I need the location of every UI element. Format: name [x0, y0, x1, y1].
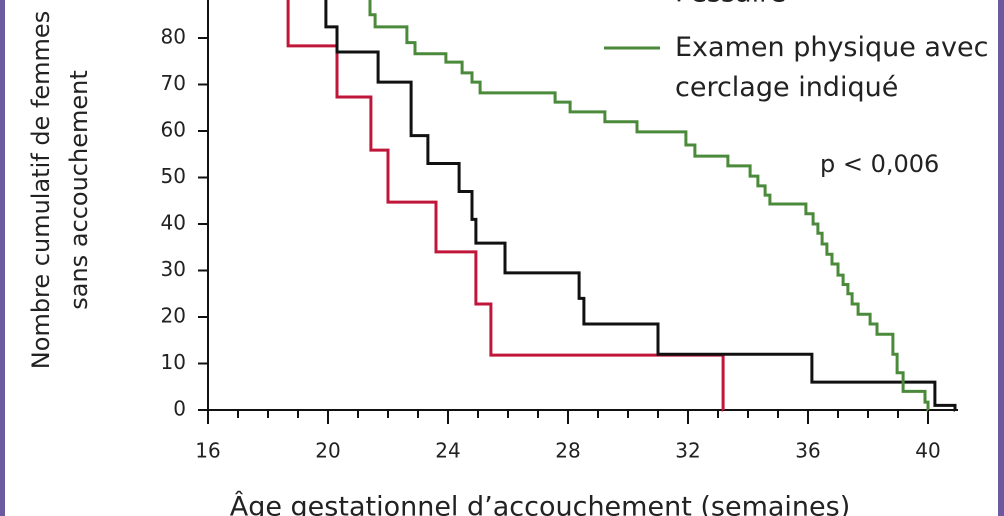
- y-tick-label: 20: [161, 304, 186, 328]
- legend-label: Examen physique avec cerclage indiqué: [675, 32, 989, 103]
- y-axis-label: sans accouchement: [65, 70, 93, 309]
- y-tick-label: 70: [161, 71, 186, 95]
- x-tick-label: 20: [315, 439, 340, 463]
- x-tick-label: 40: [915, 439, 940, 463]
- x-tick-label: 32: [675, 439, 700, 463]
- survival-line: [368, 0, 930, 412]
- survival-line: [286, 0, 725, 412]
- survival-line: [324, 0, 957, 412]
- y-tick-label: 80: [161, 25, 186, 49]
- x-tick-label: 16: [195, 439, 220, 463]
- x-tick-label: 24: [435, 439, 460, 463]
- x-axis-label: Âge gestationnel d’accouchement (semaine…: [230, 491, 851, 516]
- y-axis-label: Nombre cumulatif de femmes: [27, 11, 55, 369]
- y-tick-label: 60: [161, 118, 186, 142]
- y-tick-label: 90: [161, 0, 186, 2]
- y-tick-label: 10: [161, 350, 186, 374]
- legend-label: Pessaire: [675, 0, 786, 9]
- y-tick-label: 0: [173, 397, 186, 421]
- frame-border: [998, 0, 1004, 516]
- y-tick-label: 50: [161, 164, 186, 188]
- y-tick-label: 40: [161, 211, 186, 235]
- frame-border: [0, 0, 5, 516]
- y-tick-label: 30: [161, 257, 186, 281]
- x-tick-label: 36: [795, 439, 820, 463]
- annotation: p < 0,006: [820, 150, 939, 178]
- x-tick-label: 28: [555, 439, 580, 463]
